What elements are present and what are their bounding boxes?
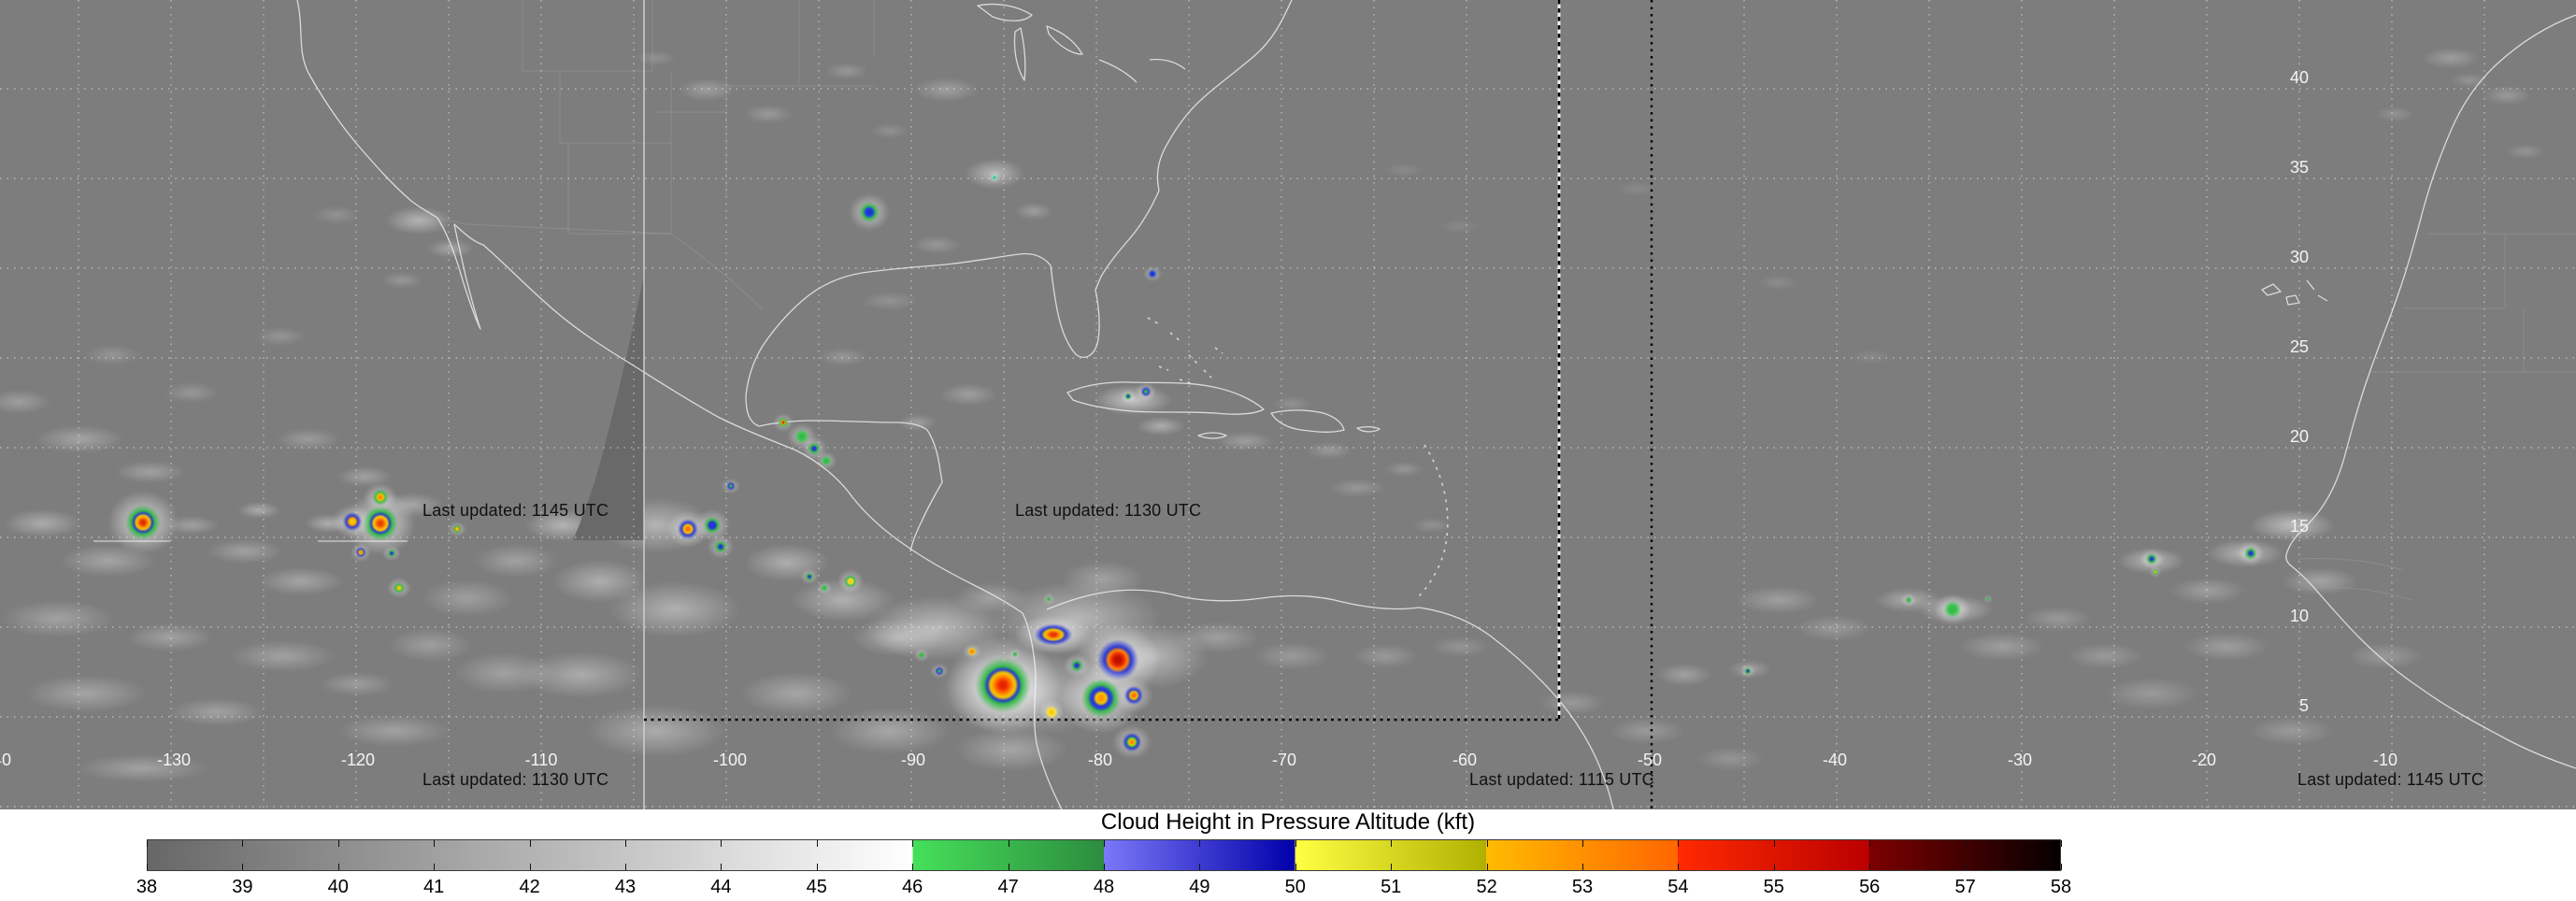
colorbar-tick — [434, 864, 436, 870]
colorbar-tick-label: 56 — [1859, 877, 1881, 897]
colorbar-tick — [434, 840, 436, 847]
colorbar-tick-label: 42 — [519, 877, 540, 897]
colorbar-tick — [1486, 840, 1488, 847]
colorbar-tick-label: 54 — [1667, 877, 1689, 897]
colorbar-tick-label: 41 — [423, 877, 445, 897]
colorbar-tick — [1773, 840, 1775, 847]
colorbar-tick — [1391, 840, 1393, 847]
colorbar-tick — [1773, 864, 1775, 870]
colorbar-tick — [1104, 840, 1105, 847]
colorbar-tick — [529, 840, 531, 847]
colorbar-tick — [1869, 864, 1871, 870]
colorbar-tick — [721, 864, 723, 870]
colorbar-tick — [912, 864, 914, 870]
colorbar-tick — [1295, 864, 1296, 870]
colorbar-tick-label: 52 — [1476, 877, 1497, 897]
colorbar-tick-label: 38 — [136, 877, 158, 897]
colorbar-tick — [1678, 864, 1680, 870]
colorbar-tick — [337, 840, 339, 847]
colorbar-tick — [1582, 840, 1583, 847]
colorbar-tick-label: 47 — [997, 877, 1019, 897]
colorbar-tick-label: 51 — [1381, 877, 1402, 897]
colorbar-tick — [242, 864, 244, 870]
colorbar-tick — [1869, 840, 1871, 847]
colorbar-tick — [1678, 840, 1680, 847]
colorbar-tick — [1104, 864, 1105, 870]
colorbar-tick — [1391, 864, 1393, 870]
colorbar-tick — [816, 840, 818, 847]
colorbar-tick-label: 40 — [327, 877, 349, 897]
colorbar-tick-label: 45 — [806, 877, 827, 897]
colorbar-tick — [625, 840, 626, 847]
colorbar-tick — [912, 840, 914, 847]
colorbar-tick-label: 43 — [614, 877, 637, 897]
colorbar-tick-label: 55 — [1763, 877, 1784, 897]
colorbar-tick — [337, 864, 339, 870]
colorbar-tick — [529, 864, 531, 870]
colorbar-tick — [625, 864, 626, 870]
colorbar-tick-label: 39 — [232, 877, 253, 897]
satellite-map: -140-130-120-110-100-90-80-70-60-50-40-3… — [0, 0, 2576, 809]
colorbar-tick-label: 46 — [902, 877, 923, 897]
colorbar-tick — [1486, 864, 1488, 870]
colorbar-tick — [1582, 864, 1583, 870]
colorbar-tick — [816, 864, 818, 870]
colorbar-tick-label: 58 — [2050, 877, 2072, 897]
colorbar-title: Cloud Height in Pressure Altitude (kft) — [1100, 809, 1476, 835]
colorbar-tick-label: 49 — [1189, 877, 1210, 897]
colorbar-tick-label: 50 — [1284, 877, 1306, 897]
colorbar-tick — [721, 840, 723, 847]
colorbar-tick-label: 44 — [710, 877, 732, 897]
colorbar-tick — [1199, 840, 1201, 847]
colorbar-tick — [242, 840, 244, 847]
colorbar-tick — [1295, 840, 1296, 847]
colorbar-tick — [1965, 840, 1967, 847]
colorbar-tick-label: 48 — [1093, 877, 1115, 897]
colorbar-tick — [1965, 864, 1967, 870]
colorbar-tick-label: 53 — [1571, 877, 1594, 897]
colorbar-tick — [147, 840, 148, 847]
colorbar-tick-label: 57 — [1954, 877, 1976, 897]
colorbar-tick — [2061, 840, 2062, 847]
map-background — [0, 0, 2576, 809]
colorbar-tick — [147, 864, 148, 870]
colorbar-tick — [1199, 864, 1201, 870]
colorbar-tick — [2061, 864, 2062, 870]
